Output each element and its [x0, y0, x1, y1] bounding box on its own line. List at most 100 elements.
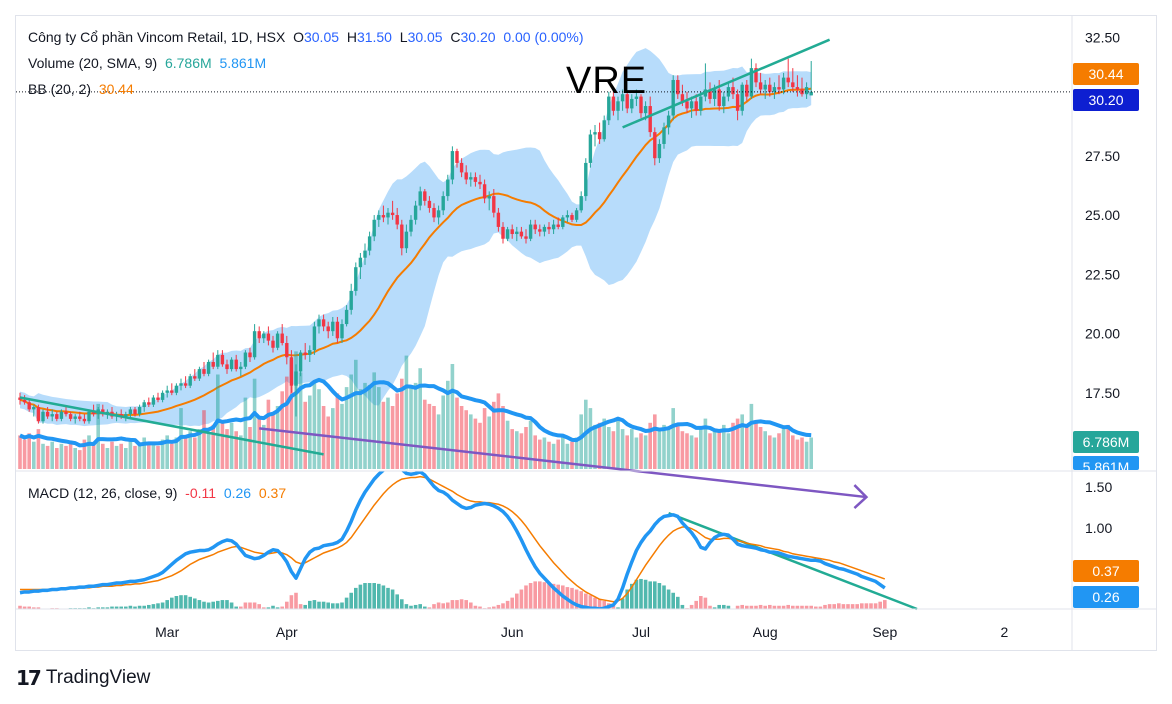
macd-histogram-bar: [800, 605, 804, 609]
candle-body: [450, 151, 455, 180]
candle-body: [50, 414, 54, 417]
bb-basis-line: [19, 87, 812, 417]
macd-histogram-bar: [602, 600, 606, 609]
bb-legend[interactable]: BB (20, 2) 30.44: [28, 80, 134, 98]
candle-body: [133, 409, 137, 415]
candle-body: [694, 101, 698, 111]
candle-body: [386, 212, 390, 218]
macd-histogram-bar: [841, 604, 846, 609]
volume-bar: [657, 429, 662, 469]
candle-body: [188, 376, 192, 386]
volume-bar: [400, 378, 404, 469]
macd-histogram-bar: [179, 595, 183, 609]
candle-body: [717, 89, 721, 107]
candle-body: [183, 383, 188, 386]
candle-body: [156, 397, 160, 400]
volume-bar: [96, 403, 100, 469]
volume-bar: [133, 445, 137, 469]
open-value: 30.05: [303, 29, 340, 45]
candle-body: [754, 68, 758, 83]
volume-bar: [515, 431, 519, 469]
macd-histogram-bar: [809, 605, 813, 609]
candle-body: [726, 87, 731, 97]
volume-sma-badge: 5.861M: [1073, 456, 1139, 470]
macd-histogram-bar: [349, 592, 353, 609]
volume-bar: [593, 424, 597, 469]
macd-histogram-bar: [542, 582, 547, 609]
symbol-label: VRE: [566, 60, 648, 102]
volume-bar: [570, 441, 574, 469]
macd-histogram-bar: [326, 602, 330, 609]
macd-histogram-bar: [634, 579, 639, 609]
macd-histogram-bar: [768, 604, 772, 609]
macd-histogram-bar: [588, 595, 593, 609]
macd-histogram-bar: [303, 604, 307, 609]
macd-histogram-bar: [413, 604, 418, 609]
candle-body: [170, 390, 174, 393]
macd-histogram-bar: [694, 600, 698, 609]
candle-body: [666, 115, 671, 128]
macd-legend-label: MACD (12, 26, close, 9): [28, 485, 178, 501]
macd-histogram-bar: [625, 589, 629, 609]
volume-bar: [275, 406, 280, 469]
candle-body: [381, 215, 386, 218]
macd-histogram-bar: [505, 600, 510, 609]
volume-bar: [395, 393, 399, 469]
macd-line: [19, 471, 886, 609]
volume-bar: [538, 439, 542, 469]
macd-histogram-bar: [404, 604, 409, 609]
green-trendline: [19, 396, 324, 456]
candle-body: [689, 101, 694, 109]
volume-bar: [731, 422, 735, 469]
volume-bar: [763, 431, 767, 469]
candle-body: [459, 162, 464, 173]
candle-body: [87, 411, 91, 422]
macd-histogram-bar: [611, 605, 616, 609]
volume-bar: [317, 389, 321, 469]
macd-histogram-bar: [570, 587, 574, 609]
volume-legend[interactable]: Volume (20, SMA, 9) 6.786M 5.861M: [28, 54, 266, 72]
volume-bar: [777, 433, 781, 469]
macd-histogram-bar: [400, 599, 404, 609]
candle-body: [524, 236, 528, 239]
macd-histogram-bar: [717, 604, 721, 609]
candle-body: [538, 229, 542, 232]
candle-body: [202, 369, 206, 374]
macd-legend[interactable]: MACD (12, 26, close, 9) -0.11 0.26 0.37: [28, 484, 286, 502]
volume-bar: [781, 429, 786, 469]
candle-body: [777, 87, 781, 90]
volume-bar: [87, 435, 91, 469]
macd-histogram-bar: [763, 605, 767, 609]
macd-histogram-bar: [390, 589, 395, 609]
tradingview-logo[interactable]: 17 TradingView: [16, 666, 150, 690]
candle-body: [321, 319, 326, 327]
candle-body: [772, 87, 777, 92]
candle-body: [616, 101, 620, 111]
macd-histogram-bar: [676, 596, 680, 609]
macd-histogram-bar: [657, 583, 662, 609]
volume-bar: [786, 424, 790, 469]
macd-histogram-bar: [832, 604, 836, 609]
macd-histogram-bar: [114, 606, 119, 609]
candle-body: [505, 229, 510, 239]
volume-bar: [528, 420, 533, 469]
candle-body: [565, 215, 570, 218]
candle-body: [671, 79, 675, 116]
macd-histogram-bar: [749, 605, 754, 609]
macd-histogram-bar: [285, 601, 289, 609]
candle-body: [501, 226, 505, 239]
volume-bar: [303, 401, 307, 469]
macd-histogram-bar: [795, 605, 800, 609]
candle-body: [27, 402, 31, 410]
candle-body: [358, 257, 363, 268]
candle-body: [547, 226, 551, 230]
macd-histogram-bar: [87, 607, 91, 609]
macd-histogram-bar: [648, 581, 652, 609]
volume-bar: [229, 422, 234, 469]
macd-histogram-bar: [547, 583, 551, 609]
volume-bar: [676, 424, 680, 469]
volume-bar: [409, 387, 413, 469]
macd-histogram-bar: [110, 606, 114, 609]
candle-body: [372, 219, 376, 237]
candle-body: [496, 212, 501, 227]
